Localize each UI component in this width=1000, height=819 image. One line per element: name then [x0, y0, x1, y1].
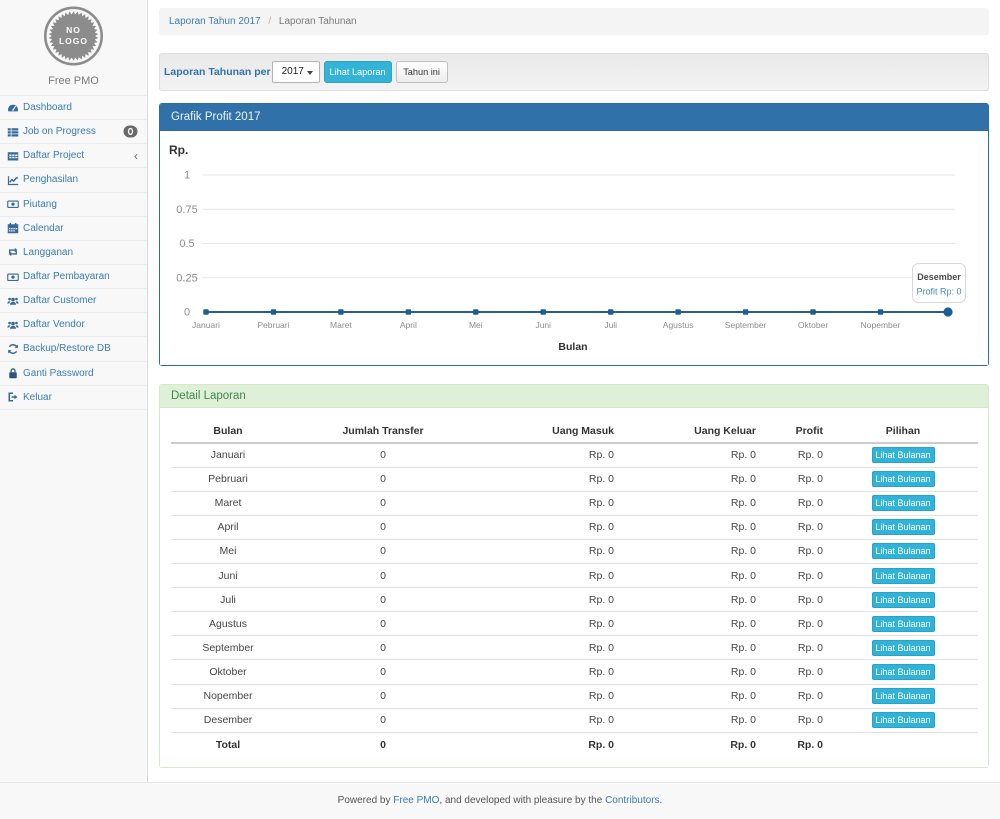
svg-text:NO: NO — [66, 25, 81, 35]
svg-text:Agustus: Agustus — [663, 320, 694, 330]
svg-text:Januari: Januari — [192, 320, 220, 330]
svg-text:Juni: Juni — [535, 320, 551, 330]
svg-text:Bulan: Bulan — [558, 341, 587, 353]
svg-text:Free PMO: Free PMO — [48, 75, 99, 87]
svg-text:0: 0 — [184, 307, 190, 319]
svg-text:Maret: Maret — [330, 320, 352, 330]
svg-text:Mei: Mei — [469, 320, 483, 330]
svg-text:Rp.: Rp. — [169, 143, 188, 157]
svg-text:Profit Rp: 0: Profit Rp: 0 — [916, 287, 961, 297]
svg-text:Desember: Desember — [917, 272, 961, 282]
svg-text:April: April — [400, 320, 417, 330]
svg-text:Oktober: Oktober — [798, 320, 828, 330]
svg-text:Nopember: Nopember — [861, 320, 901, 330]
svg-text:0.25: 0.25 — [176, 272, 197, 284]
svg-text:Pebruari: Pebruari — [257, 320, 289, 330]
svg-text:0.75: 0.75 — [176, 204, 197, 216]
svg-text:Juli: Juli — [604, 320, 617, 330]
svg-text:0.5: 0.5 — [179, 238, 194, 250]
svg-text:LOGO: LOGO — [59, 36, 88, 46]
svg-text:September: September — [725, 320, 767, 330]
svg-text:1: 1 — [184, 170, 190, 182]
